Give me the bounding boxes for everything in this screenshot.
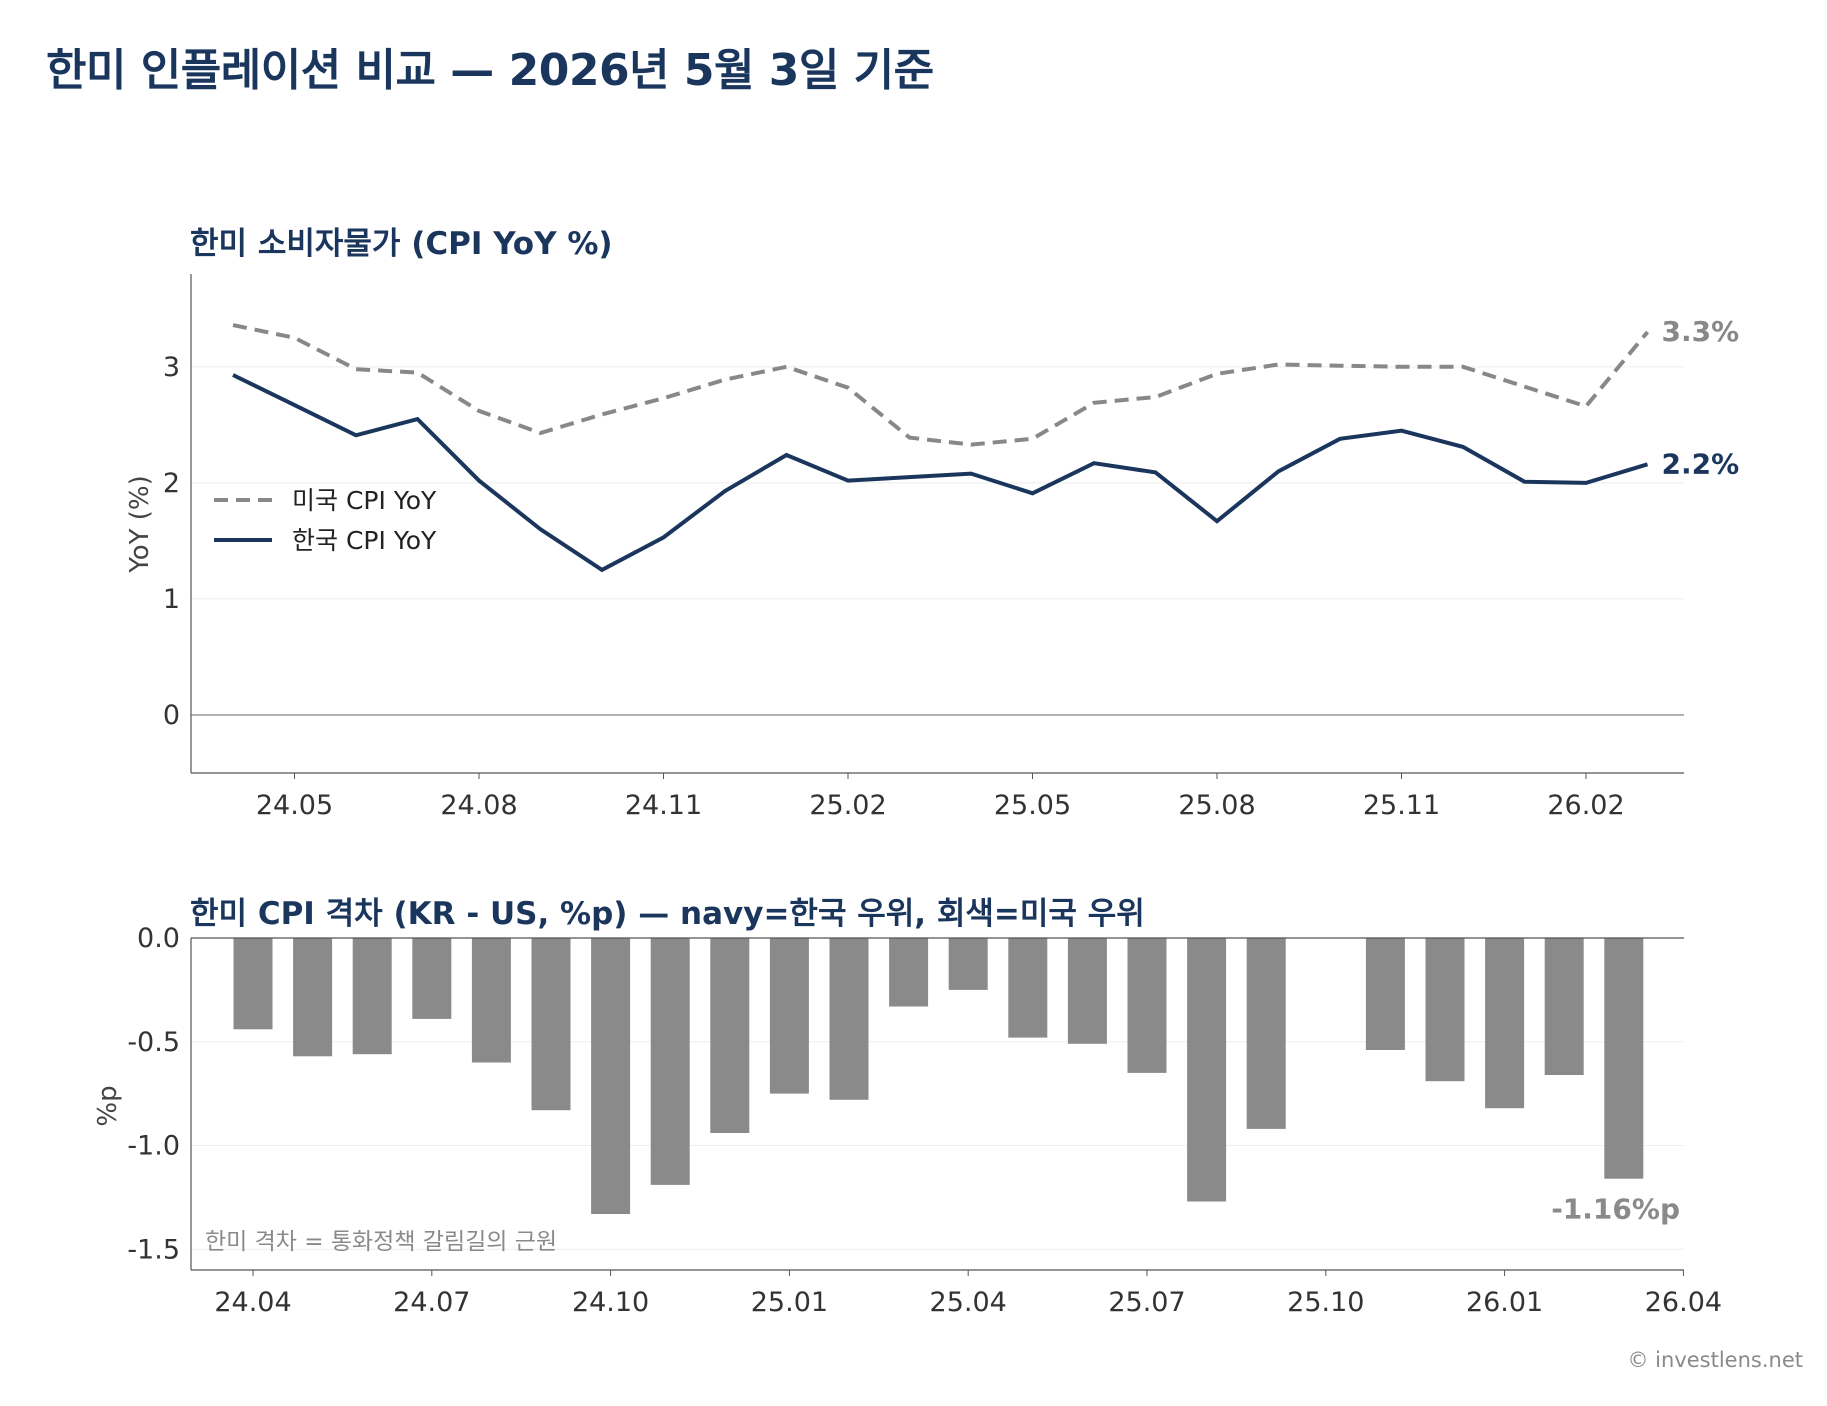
line-x-tick-label: 26.02	[1547, 790, 1624, 821]
gap-end-label: -1.16%p	[1551, 1193, 1680, 1226]
gap-note: 한미 격차 = 통화정책 갈림길의 근원	[205, 1229, 557, 1255]
bar-chart-title: 한미 CPI 격차 (KR - US, %p) — navy=한국 우위, 회색…	[190, 896, 1145, 932]
bar-x-tick-label: 25.04	[930, 1287, 1007, 1318]
line-y-ticks: 0 1 2 3	[163, 352, 180, 731]
bar-x-tick-label: 26.01	[1466, 1287, 1543, 1318]
bar-y-tick-label: -1.5	[127, 1234, 180, 1265]
watermark: © investlens.net	[1627, 1348, 1804, 1372]
gap-bar	[1008, 938, 1048, 1038]
us-end-label: 3.3%	[1662, 315, 1740, 348]
line-x-tick-label: 25.02	[809, 790, 886, 821]
bar-y-axis-label: %p	[93, 1085, 123, 1126]
gap-bar	[1187, 938, 1227, 1202]
gap-bar	[591, 938, 631, 1214]
line-legend: 미국 CPI YoY 한국 CPI YoY	[214, 486, 437, 555]
cpi-line-chart: 한미 소비자물가 (CPI YoY %) 0 1 2 3 24.05 24.08 24.1…	[125, 226, 1739, 821]
gap-bar	[889, 938, 929, 1007]
gap-bar	[1544, 938, 1584, 1075]
line-y-tick-label: 0	[163, 700, 180, 731]
gap-bar	[293, 938, 333, 1057]
gap-bar	[233, 938, 273, 1030]
bar-x-tick-label: 24.10	[572, 1287, 649, 1318]
gap-bars	[233, 938, 1644, 1214]
gap-bar	[1067, 938, 1107, 1044]
cpi-gap-bar-chart: 한미 CPI 격차 (KR - US, %p) — navy=한국 우위, 회색…	[93, 896, 1722, 1318]
line-y-tick-label: 1	[163, 584, 180, 615]
bar-x-tick-label: 24.07	[393, 1287, 470, 1318]
bar-y-tick-label: -1.0	[127, 1131, 180, 1162]
gap-bar	[650, 938, 690, 1185]
line-x-tick-label: 24.11	[625, 790, 702, 821]
bar-x-tick-label: 26.04	[1645, 1287, 1722, 1318]
bar-y-ticks: 0.0 -0.5 -1.0 -1.5	[127, 923, 180, 1265]
gap-bar	[531, 938, 571, 1111]
line-x-tick-label: 24.08	[440, 790, 517, 821]
gap-bar	[769, 938, 809, 1094]
gap-bar	[710, 938, 750, 1133]
gap-bar	[1485, 938, 1525, 1109]
us-cpi-line	[232, 323, 1650, 447]
line-y-axis-label: YoY (%)	[125, 475, 155, 573]
legend-kr-label: 한국 CPI YoY	[292, 526, 437, 555]
gap-bar	[1604, 938, 1644, 1179]
gap-bar	[829, 938, 869, 1100]
bar-x-tick-label: 25.10	[1287, 1287, 1364, 1318]
line-y-tick-label: 2	[163, 468, 180, 499]
bar-x-ticks: 24.04 24.07 24.10 25.01 25.04 25.07 25.10 26.01…	[214, 1270, 1722, 1318]
line-chart-title: 한미 소비자물가 (CPI YoY %)	[190, 226, 613, 262]
bar-y-tick-label: -0.5	[127, 1027, 180, 1058]
gap-bar	[1425, 938, 1465, 1082]
line-grid	[191, 366, 1684, 716]
bar-x-tick-label: 24.04	[214, 1287, 291, 1318]
page-title: 한미 인플레이션 비교 — 2026년 5월 3일 기준	[46, 45, 934, 96]
line-x-ticks: 24.05 24.08 24.11 25.02 25.05 25.08 25.11 26.02	[256, 773, 1625, 821]
gap-bar	[948, 938, 988, 990]
gap-bar	[352, 938, 392, 1055]
line-x-tick-label: 25.11	[1363, 790, 1440, 821]
line-x-tick-label: 24.05	[256, 790, 333, 821]
line-x-tick-label: 25.05	[994, 790, 1071, 821]
gap-bar	[1127, 938, 1167, 1073]
bar-x-tick-label: 25.01	[751, 1287, 828, 1318]
gap-bar	[471, 938, 511, 1063]
line-y-tick-label: 3	[163, 352, 180, 383]
legend-us-label: 미국 CPI YoY	[292, 486, 437, 515]
gap-bar	[1365, 938, 1405, 1050]
gap-bar	[412, 938, 452, 1019]
kr-cpi-line	[232, 373, 1649, 573]
kr-end-label: 2.2%	[1662, 447, 1740, 480]
bar-y-tick-label: 0.0	[137, 923, 180, 954]
line-x-tick-label: 25.08	[1178, 790, 1255, 821]
gap-bar	[1246, 938, 1286, 1129]
bar-x-tick-label: 25.07	[1108, 1287, 1185, 1318]
